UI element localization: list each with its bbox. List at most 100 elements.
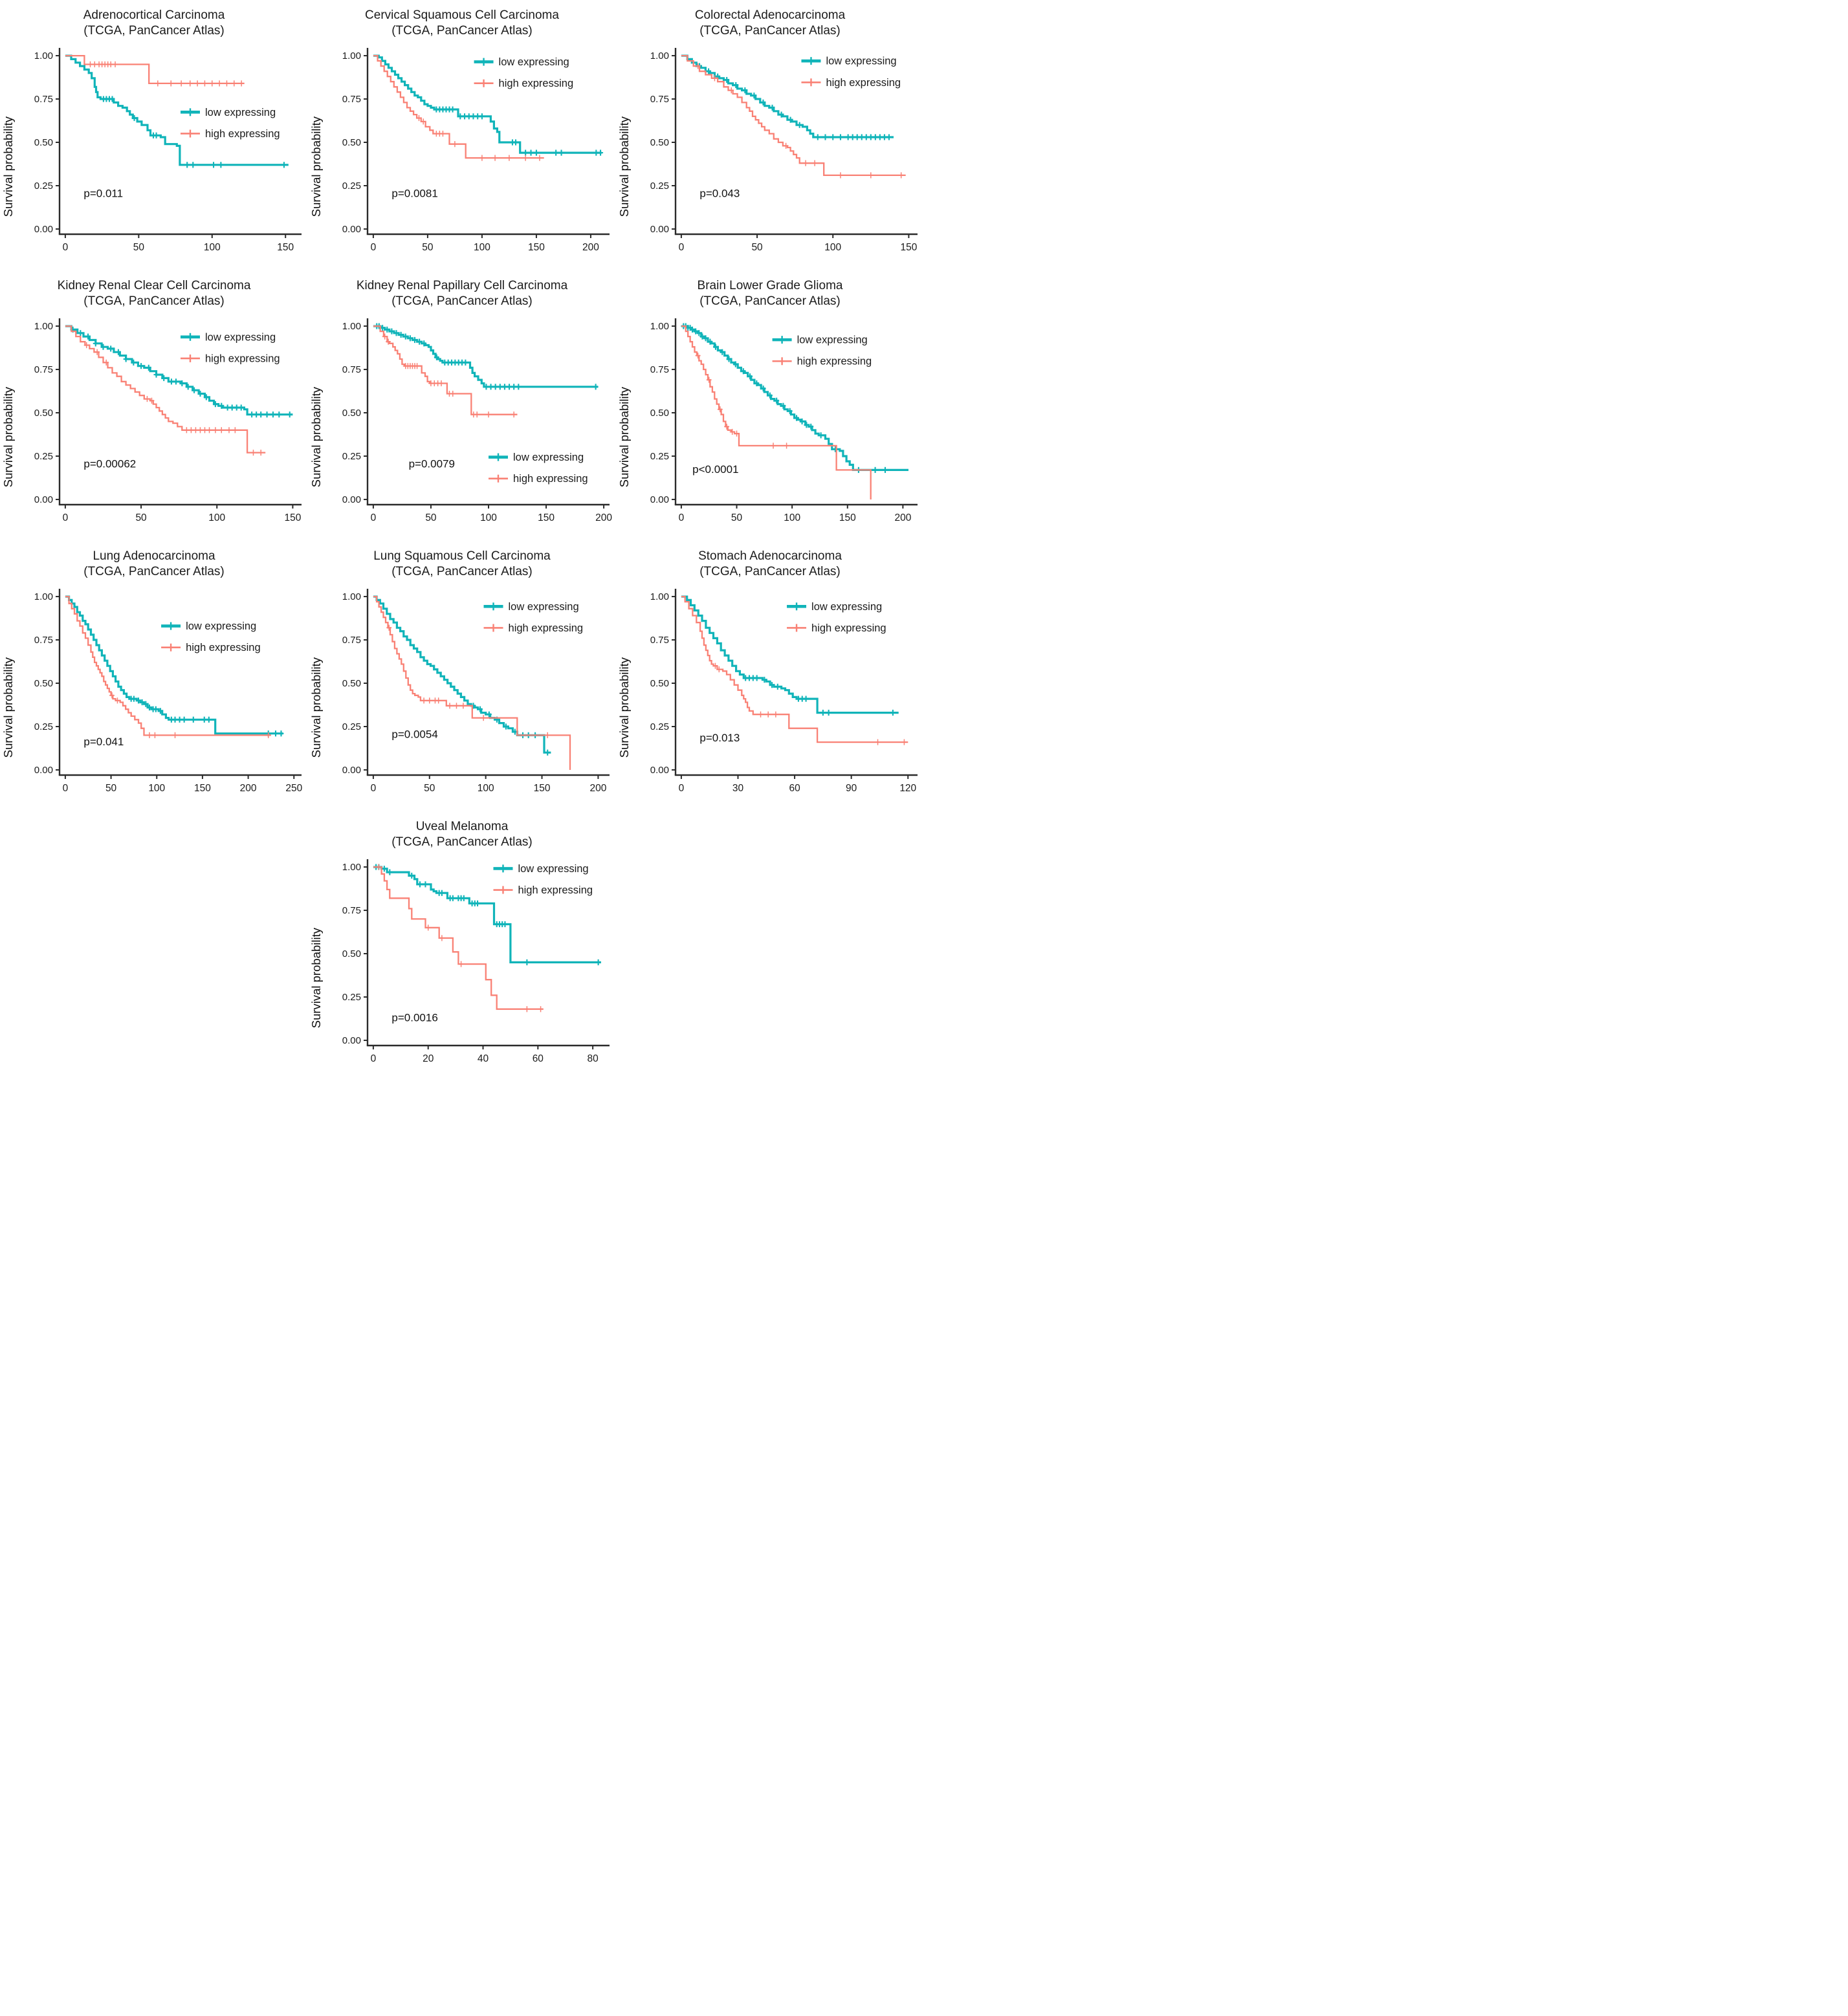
panel-title: Kidney Renal Clear Cell Carcinoma: [57, 279, 251, 292]
panel-title: Colorectal Adenocarcinoma: [694, 8, 846, 22]
svg-text:high expressing: high expressing: [518, 884, 593, 896]
svg-text:100: 100: [478, 783, 494, 794]
y-axis-label: Survival probability: [309, 657, 323, 758]
svg-text:p=0.0079: p=0.0079: [409, 457, 455, 470]
svg-text:50: 50: [105, 783, 117, 794]
svg-text:0.00: 0.00: [34, 765, 53, 776]
svg-text:low expressing: low expressing: [186, 620, 256, 632]
svg-text:high expressing: high expressing: [826, 77, 901, 89]
svg-text:150: 150: [528, 242, 545, 253]
panel-title-block: Cervical Squamous Cell Carcinoma (TCGA, …: [365, 8, 559, 40]
panel-title: Lung Adenocarcinoma: [93, 549, 215, 563]
svg-text:0.00: 0.00: [342, 494, 361, 505]
svg-text:40: 40: [478, 1053, 489, 1064]
panel-subtitle: (TCGA, PanCancer Atlas): [699, 24, 841, 38]
svg-text:0: 0: [679, 242, 685, 253]
svg-text:0.75: 0.75: [34, 94, 53, 105]
panel-title-block: Lung Squamous Cell Carcinoma (TCGA, PanC…: [373, 549, 551, 581]
svg-text:high expressing: high expressing: [205, 353, 280, 364]
survival-panel-colorectal: Colorectal Adenocarcinoma (TCGA, PanCanc…: [616, 3, 924, 270]
y-axis-label: Survival probability: [309, 116, 323, 217]
km-chart: 0.00 0.25 0.50 0.75 1.00 0 50 100 150 200 p=0.0079…: [342, 318, 612, 523]
svg-text:150: 150: [284, 512, 301, 523]
svg-text:0: 0: [371, 512, 377, 523]
svg-text:0.50: 0.50: [342, 408, 361, 419]
svg-text:80: 80: [588, 1053, 599, 1064]
svg-text:0: 0: [371, 242, 377, 253]
plot-row: Survival probability 0.00 0.25 0.50 0.75 1.0…: [309, 40, 615, 265]
panel-subtitle: (TCGA, PanCancer Atlas): [391, 835, 533, 849]
svg-text:0: 0: [679, 512, 685, 523]
svg-text:p=0.013: p=0.013: [699, 732, 740, 744]
km-chart: 0.00 0.25 0.50 0.75 1.00 0 50 100 150 200 250 p=0.0…: [34, 589, 303, 794]
svg-text:200: 200: [240, 783, 257, 794]
svg-text:0.50: 0.50: [34, 678, 53, 689]
km-chart: 0.00 0.25 0.50 0.75 1.00 0 30 60 90 120 p=0.013 low…: [650, 589, 918, 794]
svg-text:0.25: 0.25: [650, 451, 669, 462]
svg-text:120: 120: [899, 783, 916, 794]
svg-text:p=0.0016: p=0.0016: [391, 1012, 437, 1024]
svg-text:1.00: 1.00: [342, 862, 361, 873]
plot-row: Survival probability 0.00 0.25 0.50 0.75 1.0…: [309, 311, 615, 536]
svg-text:20: 20: [423, 1053, 434, 1064]
svg-text:0: 0: [371, 783, 377, 794]
svg-text:60: 60: [533, 1053, 544, 1064]
svg-text:0.25: 0.25: [342, 181, 361, 192]
plot-row: Survival probability 0.00 0.25 0.50 0.75 1.0…: [617, 311, 923, 536]
svg-text:0.25: 0.25: [650, 181, 669, 192]
svg-text:0: 0: [63, 512, 69, 523]
y-axis-label: Survival probability: [1, 387, 15, 488]
km-chart: 0.00 0.25 0.50 0.75 1.00 0 50 100 150 200 p<0.0001…: [650, 318, 918, 523]
plot-row: Survival probability 0.00 0.25 0.50 0.75 1.0…: [309, 851, 615, 1077]
svg-text:high expressing: high expressing: [513, 473, 588, 485]
svg-text:150: 150: [839, 512, 856, 523]
svg-text:250: 250: [285, 783, 302, 794]
survival-panel-cervical: Cervical Squamous Cell Carcinoma (TCGA, …: [308, 3, 616, 270]
svg-text:0.75: 0.75: [34, 635, 53, 646]
svg-text:0.25: 0.25: [650, 721, 669, 732]
svg-text:0.00: 0.00: [650, 494, 669, 505]
svg-text:low expressing: low expressing: [509, 601, 579, 613]
km-chart: 0.00 0.25 0.50 0.75 1.00 0 20 40 60 80 p=0.0016 low…: [342, 859, 610, 1064]
svg-text:1.00: 1.00: [342, 321, 361, 332]
survival-panel-kidney-papillary: Kidney Renal Papillary Cell Carcinoma (T…: [308, 273, 616, 541]
svg-text:0.00: 0.00: [34, 494, 53, 505]
panel-title: Kidney Renal Papillary Cell Carcinoma: [356, 279, 568, 292]
svg-text:0: 0: [63, 783, 69, 794]
panel-subtitle: (TCGA, PanCancer Atlas): [391, 24, 533, 38]
svg-text:100: 100: [824, 242, 841, 253]
survival-panel-kidney-clear-cell: Kidney Renal Clear Cell Carcinoma (TCGA,…: [0, 273, 308, 541]
panel-title-block: Lung Adenocarcinoma (TCGA, PanCancer Atl…: [83, 549, 225, 581]
svg-text:p=0.00062: p=0.00062: [83, 457, 136, 470]
survival-panel-lung-adeno: Lung Adenocarcinoma (TCGA, PanCancer Atl…: [0, 543, 308, 811]
svg-text:0.50: 0.50: [34, 408, 53, 419]
svg-text:high expressing: high expressing: [811, 622, 886, 634]
km-chart: 0.00 0.25 0.50 0.75 1.00 0 50 100 150 p=0.043 low …: [650, 48, 918, 253]
svg-text:100: 100: [784, 512, 800, 523]
panel-title: Stomach Adenocarcinoma: [698, 549, 842, 563]
svg-text:0.75: 0.75: [650, 94, 669, 105]
panel-title: Uveal Melanoma: [415, 820, 509, 833]
svg-text:50: 50: [135, 512, 147, 523]
svg-text:50: 50: [424, 783, 435, 794]
svg-text:high expressing: high expressing: [186, 642, 261, 653]
svg-text:150: 150: [194, 783, 211, 794]
y-axis-label: Survival probability: [309, 928, 323, 1029]
svg-text:low expressing: low expressing: [513, 452, 584, 463]
svg-text:50: 50: [751, 242, 763, 253]
svg-text:50: 50: [422, 242, 434, 253]
km-figure-grid: Adrenocortical Carcinoma (TCGA, PanCance…: [0, 0, 924, 1084]
panel-title: Brain Lower Grade Glioma: [697, 279, 843, 292]
svg-text:100: 100: [480, 512, 497, 523]
svg-text:0.25: 0.25: [34, 451, 53, 462]
plot-row: Survival probability 0.00 0.25 0.50 0.75 1.0…: [309, 581, 615, 806]
svg-text:200: 200: [589, 783, 606, 794]
svg-text:0: 0: [679, 783, 685, 794]
svg-text:0.75: 0.75: [342, 635, 361, 646]
svg-text:30: 30: [732, 783, 744, 794]
plot-row: Survival probability 0.00 0.25 0.50 0.75 1.0…: [617, 581, 923, 806]
svg-text:0.00: 0.00: [34, 224, 53, 235]
plot-row: Survival probability 0.00 0.25 0.50 0.75 1.0…: [617, 40, 923, 265]
svg-text:0.00: 0.00: [342, 224, 361, 235]
svg-text:p=0.0054: p=0.0054: [391, 728, 437, 740]
